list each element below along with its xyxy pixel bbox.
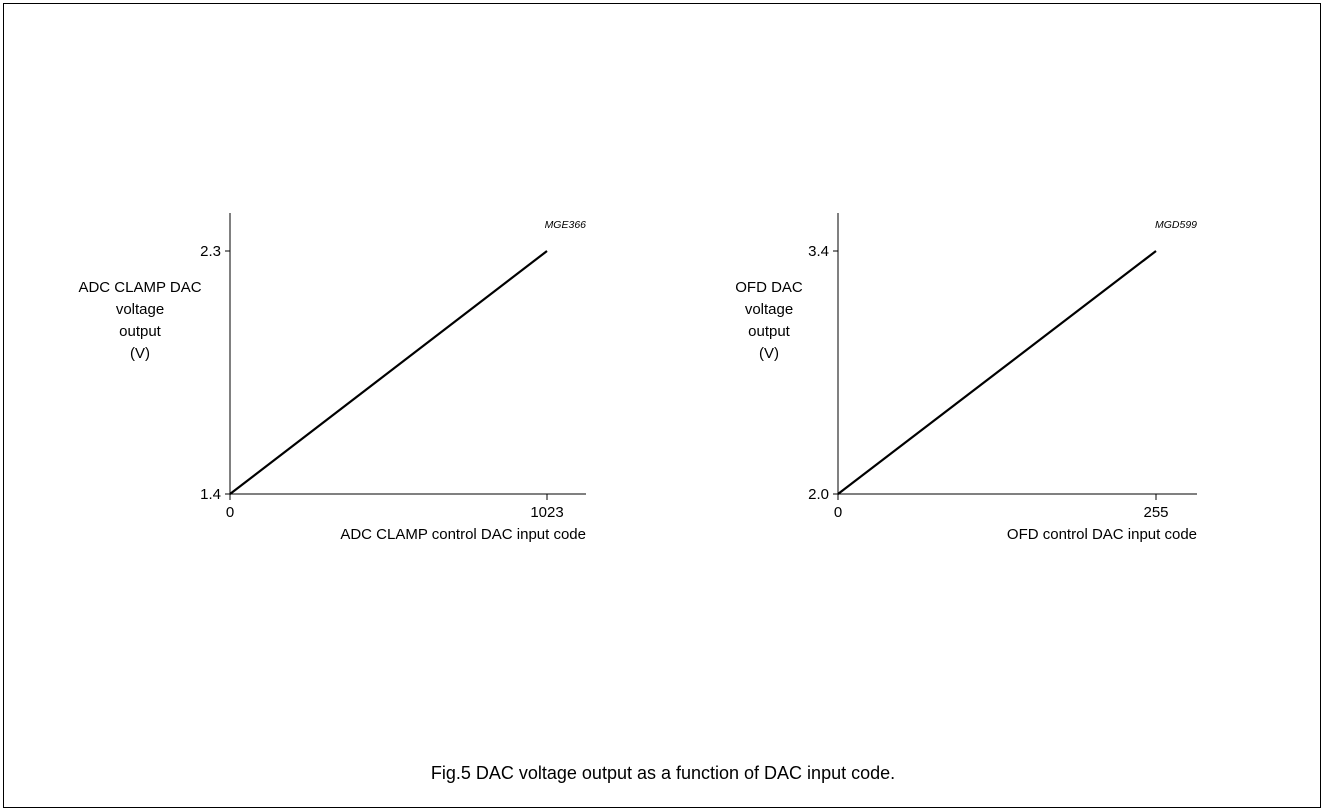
y-axis-title-line-4: (V)	[759, 345, 779, 362]
chart-ofd: 3.4 2.0 0 255 OFD control DAC input code…	[735, 213, 1197, 543]
y-axis-title-line-3: output	[119, 323, 162, 340]
y-tick-label-max: 2.3	[200, 243, 221, 260]
series-line	[230, 251, 547, 494]
series-line	[838, 251, 1156, 494]
x-tick-label-min: 0	[834, 504, 842, 521]
y-axis-title-line-3: output	[748, 323, 791, 340]
x-tick-label-max: 255	[1143, 504, 1168, 521]
y-tick-label-min: 2.0	[808, 486, 829, 503]
y-axis-title-line-2: voltage	[745, 301, 793, 318]
figure-code: MGD599	[1155, 219, 1197, 231]
chart-adc-clamp: 2.3 1.4 0 1023 ADC CLAMP control DAC inp…	[78, 213, 586, 543]
figure-code: MGE366	[545, 219, 587, 231]
y-axis-title-line-2: voltage	[116, 301, 164, 318]
y-axis-title-line-4: (V)	[130, 345, 150, 362]
y-axis-title-line-1: ADC CLAMP DAC	[78, 279, 201, 296]
figure-caption: Fig.5 DAC voltage output as a function o…	[0, 763, 1326, 784]
x-tick-label-max: 1023	[530, 504, 563, 521]
y-axis-title-line-1: OFD DAC	[735, 279, 803, 296]
x-tick-label-min: 0	[226, 504, 234, 521]
x-axis-title: ADC CLAMP control DAC input code	[340, 526, 586, 543]
x-axis-title: OFD control DAC input code	[1007, 526, 1197, 543]
y-tick-label-max: 3.4	[808, 243, 829, 260]
y-tick-label-min: 1.4	[200, 486, 221, 503]
